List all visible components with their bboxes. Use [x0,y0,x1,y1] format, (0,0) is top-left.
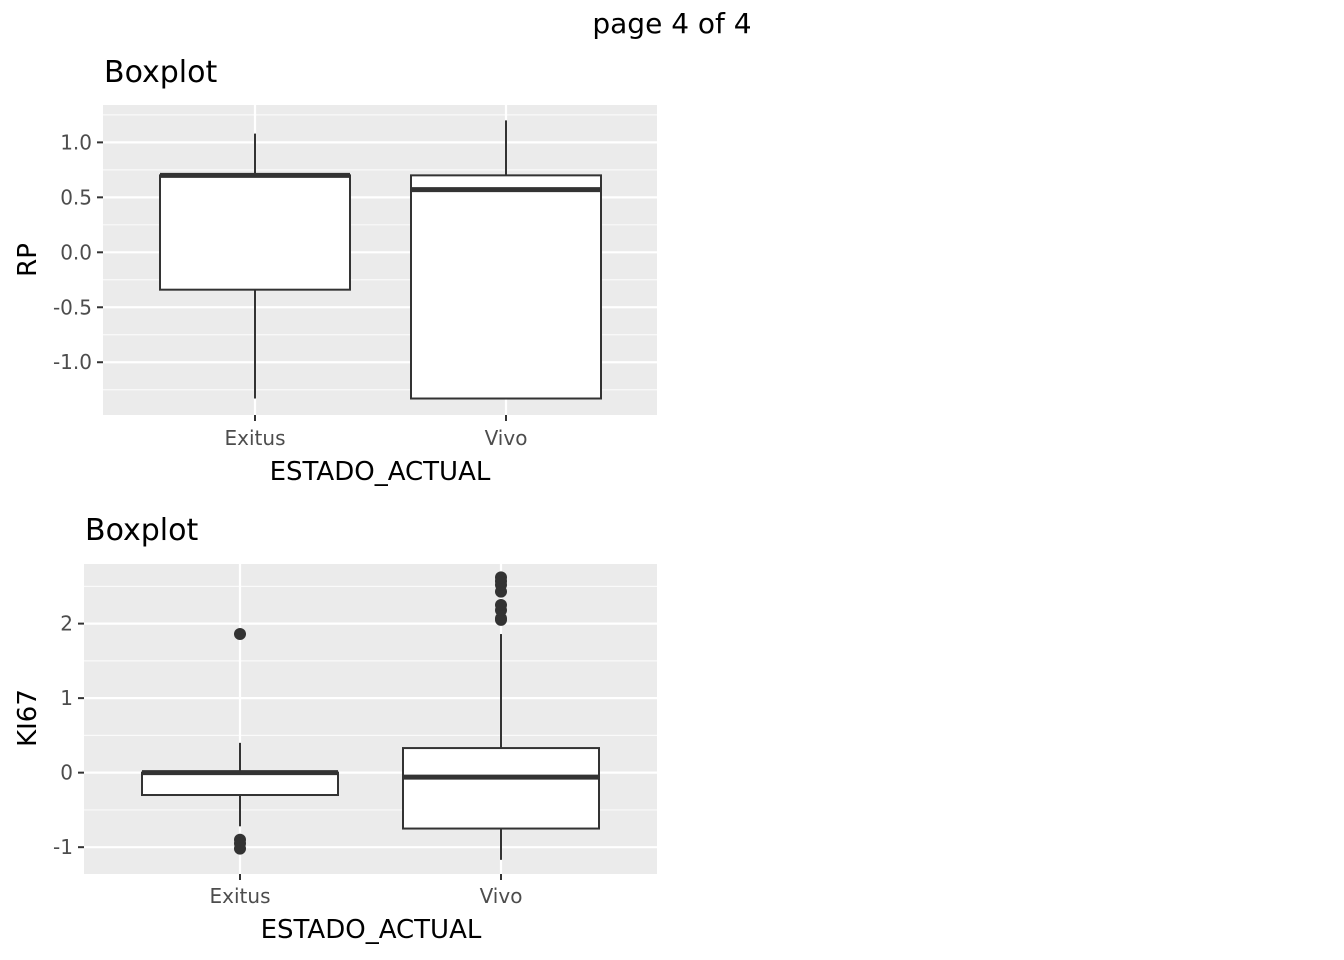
box-iqr [141,771,339,797]
chart-title: Boxplot [104,55,217,90]
y-tick-label: -1.0 [53,350,92,374]
y-tick-label: 0 [60,761,73,785]
y-tick-label: 1.0 [60,130,92,154]
x-axis-label: ESTADO_ACTUAL [270,457,491,487]
y-tick-label: -0.5 [53,295,92,319]
y-axis-label: KI67 [13,689,43,747]
x-tick-label: Vivo [480,884,523,908]
x-tick-label: Exitus [225,426,286,450]
page-label: page 4 of 4 [592,7,751,40]
x-tick-label: Vivo [485,426,528,450]
box-iqr [410,174,602,400]
outlier-point [234,842,246,855]
y-tick-label: 0.0 [60,240,92,264]
y-tick-label: 2 [60,612,73,636]
outlier-point [495,571,507,584]
boxplot-ki67: Boxplot ESTADO_ACTUAL KI67 -1 0 1 2 Exitus Vi… [13,513,657,945]
boxplot-rp: Boxplot ESTADO_ACTUAL RP -1.0 -0.5 0.0 0.5 1… [13,55,657,487]
y-tick-label: 1 [60,686,73,710]
box-iqr [402,747,600,830]
box-vivo [410,120,602,400]
box-iqr [159,174,351,291]
y-tick-label: 0.5 [60,185,92,209]
outlier-point [495,612,507,625]
chart-title: Boxplot [85,513,198,548]
x-axis-label: ESTADO_ACTUAL [261,915,482,945]
x-tick-label: Exitus [210,884,271,908]
y-axis-label: RP [13,243,43,277]
outlier-point [234,628,246,641]
box-exitus [159,133,351,399]
outlier-point [495,598,507,611]
box-vivo [402,571,600,860]
box-exitus [141,628,339,855]
y-tick-label: -1 [53,835,73,859]
